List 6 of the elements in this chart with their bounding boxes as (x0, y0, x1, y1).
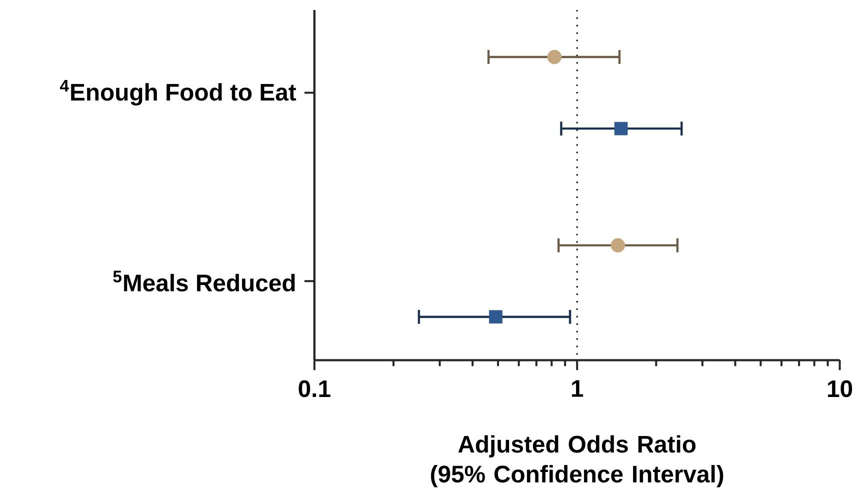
x-tick-label: 0.1 (298, 380, 330, 398)
x-tick-label: 10 (828, 380, 852, 398)
x-axis-title: Adjusted Odds Ratio (95% Confidence Interval) (430, 435, 724, 488)
x-tick-label: 1 (572, 380, 584, 397)
y-tick-label: $^{5}$Meals Reduced (113, 270, 295, 292)
y-tick-label: $^{4}$Enough Food to Eat (60, 80, 296, 106)
